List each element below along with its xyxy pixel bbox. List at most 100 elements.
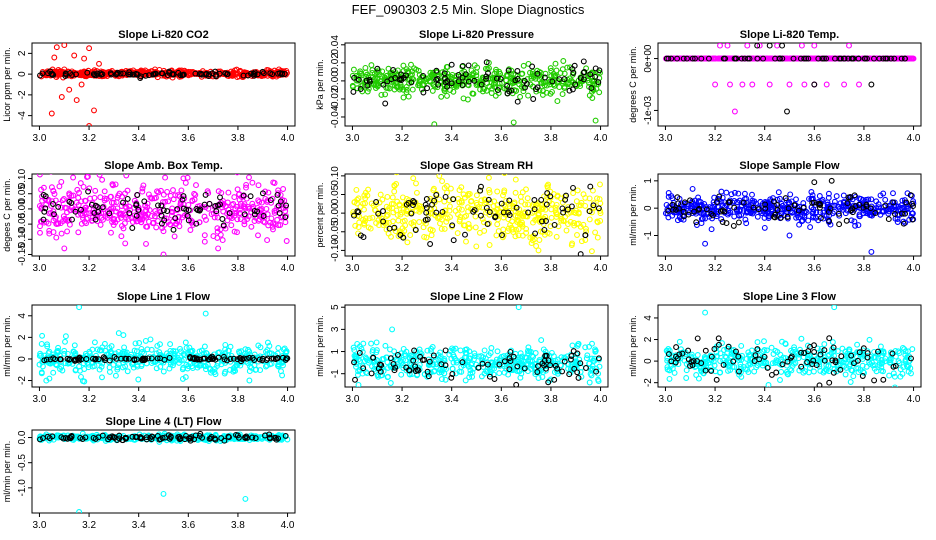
data-point-primary — [38, 340, 45, 347]
data-point-primary — [357, 68, 364, 75]
data-point-secondary — [433, 192, 440, 198]
data-point-secondary — [209, 70, 216, 77]
data-point-primary — [43, 377, 50, 384]
data-point-secondary — [505, 67, 512, 74]
points-group-4 — [36, 161, 290, 256]
data-point-primary — [731, 108, 738, 115]
data-point-secondary — [174, 206, 181, 213]
x-tick-label: 3.8 — [857, 263, 871, 274]
data-point-secondary — [247, 193, 254, 200]
data-point-primary — [868, 196, 875, 203]
data-point-secondary — [55, 203, 62, 210]
data-point-primary — [519, 189, 526, 196]
data-point-primary — [132, 215, 139, 222]
data-point-primary — [350, 66, 357, 73]
data-point-secondary — [568, 353, 575, 359]
data-point-primary — [900, 364, 907, 371]
data-point-primary — [464, 361, 471, 368]
data-point-primary — [594, 195, 600, 202]
data-point-secondary — [172, 215, 179, 222]
data-point-secondary — [193, 205, 200, 212]
data-point-secondary — [486, 209, 493, 216]
data-point-secondary — [99, 204, 106, 211]
data-point-secondary — [567, 356, 574, 363]
data-point-secondary — [532, 230, 539, 237]
data-point-primary — [809, 192, 816, 199]
data-point-primary — [793, 214, 800, 221]
data-point-primary — [379, 372, 386, 379]
data-point-primary — [442, 376, 449, 383]
plot-frame-3 — [657, 42, 922, 127]
data-point-secondary — [39, 70, 46, 77]
data-point-primary — [574, 187, 581, 194]
data-point-secondary — [392, 75, 399, 81]
data-point-primary — [384, 374, 391, 381]
data-point-secondary — [868, 81, 875, 88]
data-point-primary — [472, 213, 479, 220]
data-point-secondary — [541, 74, 548, 81]
x-tick-label: 3.8 — [231, 133, 245, 144]
data-point-primary — [81, 378, 88, 385]
x-tick-label: 4.0 — [281, 394, 295, 405]
data-point-primary — [193, 360, 200, 367]
data-point-secondary — [442, 347, 449, 354]
data-point-primary — [255, 232, 261, 239]
data-point-primary — [509, 226, 516, 233]
data-point-secondary — [203, 70, 210, 77]
data-point-secondary — [380, 218, 387, 225]
data-point-primary — [389, 194, 396, 201]
data-point-primary — [263, 205, 270, 212]
data-point-primary — [399, 357, 406, 363]
data-point-primary — [738, 342, 745, 349]
data-point-primary — [794, 350, 801, 357]
data-point-secondary — [360, 365, 367, 372]
data-point-secondary — [506, 197, 513, 204]
data-point-primary — [281, 161, 286, 166]
data-point-primary — [775, 189, 782, 196]
data-point-primary — [170, 359, 177, 366]
data-point-primary — [383, 226, 390, 233]
data-point-primary — [458, 184, 465, 191]
data-point-primary — [770, 351, 777, 357]
data-point-primary — [877, 343, 884, 350]
data-point-primary — [731, 189, 738, 196]
data-point-secondary — [356, 349, 363, 356]
data-point-primary — [225, 347, 232, 354]
data-point-primary — [493, 66, 499, 73]
data-point-primary — [436, 174, 443, 179]
x-tick-label: 3.8 — [857, 133, 871, 144]
data-point-secondary — [680, 55, 687, 62]
data-point-primary — [110, 182, 116, 189]
data-point-primary — [154, 342, 161, 349]
data-point-secondary — [587, 183, 594, 190]
data-point-primary — [777, 377, 783, 383]
data-point-primary — [471, 356, 477, 363]
data-point-primary — [51, 191, 58, 197]
data-point-primary — [741, 196, 748, 203]
y-axis-label: ml/min per min. — [2, 315, 12, 377]
data-point-secondary — [351, 212, 357, 219]
data-point-secondary — [719, 219, 726, 225]
data-point-primary — [78, 81, 85, 88]
data-point-primary — [176, 223, 183, 230]
data-point-primary — [232, 206, 239, 213]
data-point-primary — [467, 370, 474, 377]
data-point-secondary — [351, 74, 358, 81]
data-point-secondary — [422, 201, 429, 208]
plot-frame-1 — [31, 42, 296, 127]
data-point-primary — [167, 341, 174, 348]
data-point-secondary — [355, 76, 362, 83]
data-point-secondary — [864, 55, 870, 62]
data-point-secondary — [696, 205, 703, 212]
data-point-secondary — [139, 357, 146, 364]
data-point-primary — [234, 186, 241, 193]
data-point-secondary — [380, 208, 386, 215]
data-point-secondary — [817, 215, 824, 222]
y-tick-label: -1e-03 — [643, 96, 654, 125]
data-point-primary — [142, 213, 149, 220]
data-point-secondary — [135, 206, 142, 213]
data-point-secondary — [506, 212, 513, 219]
data-point-primary — [369, 349, 376, 356]
data-point-secondary — [541, 226, 548, 233]
data-point-primary — [693, 372, 700, 378]
